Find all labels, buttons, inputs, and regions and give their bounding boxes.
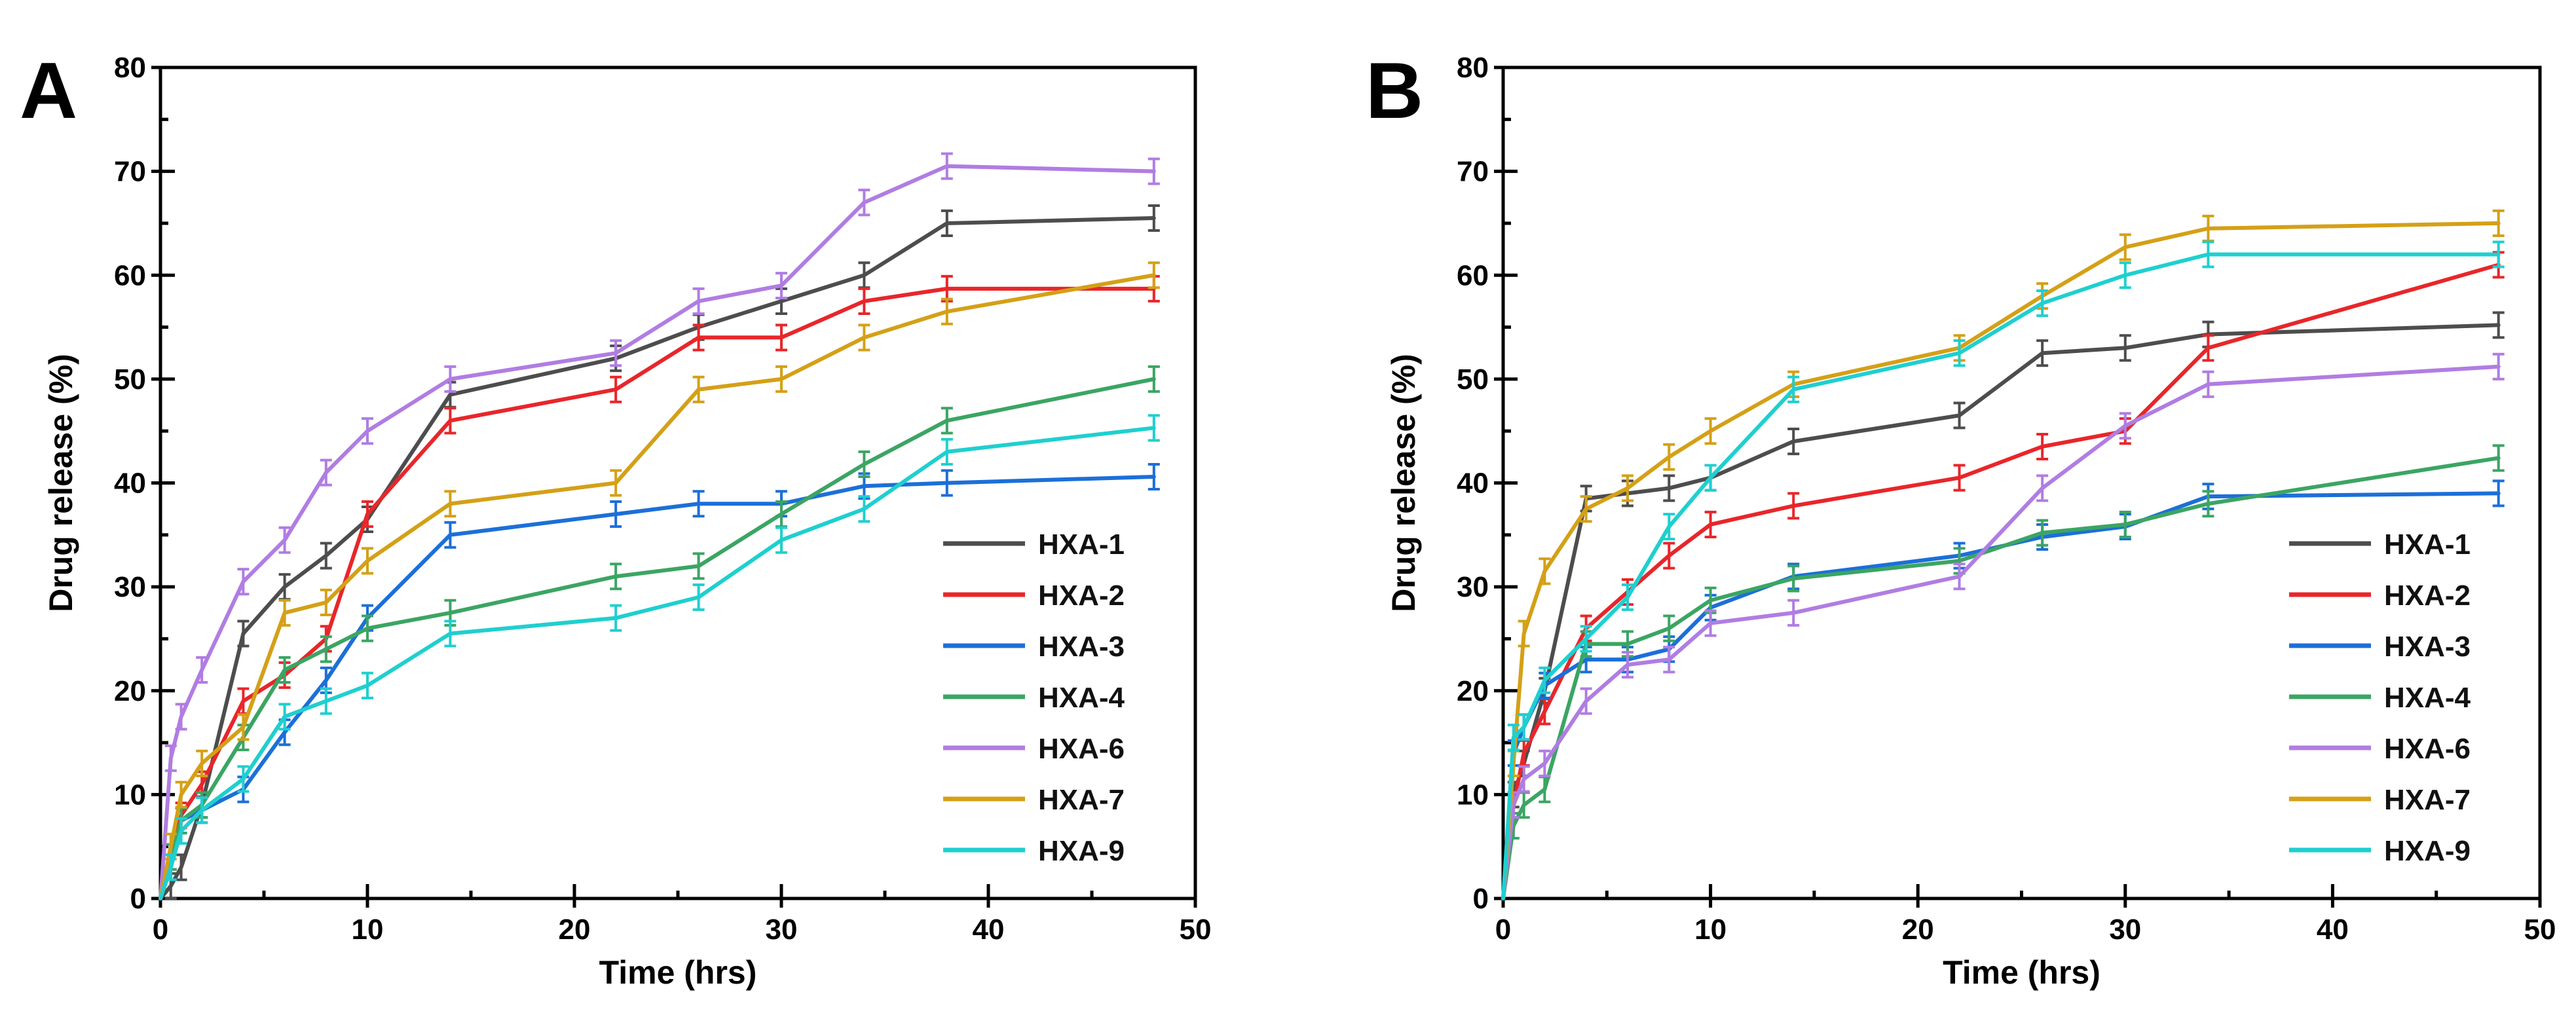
series-hxa-9 [1501, 240, 2505, 900]
legend-label: HXA-1 [2384, 528, 2471, 561]
y-tick-label: 30 [1457, 571, 1489, 603]
y-tick-label: 60 [1457, 259, 1489, 291]
panel-b: B 0 10 20 30 40 50 60 70 80 0 10 20 30 40 50 Time (hrs) D… [1366, 46, 2556, 991]
y-tick-label: 70 [1457, 156, 1489, 188]
series-hxa-9 [159, 414, 1160, 900]
x-tick-label: 30 [766, 914, 798, 946]
series-line [1501, 221, 2501, 900]
x-tick-label: 40 [973, 914, 1005, 946]
plot-frame [159, 65, 1197, 900]
series-hxa-7 [1501, 209, 2505, 900]
series-line [159, 216, 1156, 900]
legend-label: HXA-2 [2384, 580, 2471, 612]
x-tick-label: 20 [1902, 914, 1934, 946]
x-tick-label: 10 [1694, 914, 1727, 946]
x-tick-label: 20 [559, 914, 591, 946]
series-hxa-6 [1501, 352, 2505, 900]
y-tick-label: 20 [1457, 675, 1489, 707]
series-hxa-4 [1501, 444, 2505, 900]
panel-letter: B [1366, 46, 1423, 135]
legend-label: HXA-9 [1038, 835, 1125, 867]
series-line [1501, 263, 2501, 900]
series-hxa-3 [159, 462, 1160, 900]
legend-label: HXA-4 [1038, 682, 1125, 714]
legend-label: HXA-1 [1038, 528, 1125, 561]
y-tick-label: 0 [1473, 883, 1489, 915]
legend-label: HXA-4 [2384, 682, 2471, 714]
panel-letter: A [20, 46, 77, 135]
series-line [159, 273, 1156, 900]
y-tick-label: 10 [1457, 779, 1489, 811]
y-tick-label: 60 [114, 259, 146, 291]
y-axis-title: Drug release (%) [1385, 354, 1422, 612]
panel-a: A 0 10 20 30 40 50 60 70 80 0 10 20 30 40 50 Time (hrs) D… [20, 46, 1211, 991]
legend-label: HXA-7 [2384, 784, 2471, 816]
x-tick-label: 0 [153, 914, 168, 946]
y-tick-label: 20 [114, 675, 146, 707]
x-tick-label: 50 [2524, 914, 2556, 946]
legend-label: HXA-6 [1038, 733, 1125, 765]
x-tick-label: 50 [1180, 914, 1212, 946]
y-tick-label: 40 [114, 468, 146, 500]
y-tick-label: 10 [114, 779, 146, 811]
x-tick-label: 30 [2109, 914, 2141, 946]
y-tick-label: 80 [1457, 52, 1489, 84]
x-tick-label: 10 [352, 914, 384, 946]
x-axis-title: Time (hrs) [1943, 954, 2100, 991]
legend-label: HXA-9 [2384, 835, 2471, 867]
series-line [159, 474, 1156, 900]
y-tick-label: 50 [114, 363, 146, 396]
y-tick-label: 80 [114, 52, 146, 84]
series-line [1501, 252, 2501, 900]
series-hxa-2 [1501, 251, 2505, 900]
series-hxa-6 [159, 152, 1160, 900]
series-hxa-1 [1501, 311, 2505, 900]
y-tick-label: 30 [114, 571, 146, 603]
y-tick-label: 50 [1457, 363, 1489, 396]
series-line [1501, 364, 2501, 900]
series-line [1501, 456, 2501, 900]
x-tick-label: 0 [1495, 914, 1511, 946]
legend-label: HXA-2 [1038, 580, 1125, 612]
series-line [159, 164, 1156, 900]
legend-label: HXA-3 [1038, 631, 1125, 663]
x-axis-title: Time (hrs) [599, 954, 757, 991]
series-line [1501, 323, 2501, 900]
y-tick-label: 70 [114, 156, 146, 188]
series-hxa-7 [159, 261, 1160, 900]
plot-frame [1501, 65, 2542, 900]
legend-label: HXA-6 [2384, 733, 2471, 765]
legend-label: HXA-3 [2384, 631, 2471, 663]
y-tick-label: 40 [1457, 468, 1489, 500]
series-hxa-2 [159, 274, 1160, 900]
x-tick-label: 40 [2317, 914, 2349, 946]
series-hxa-1 [159, 204, 1160, 900]
y-tick-label: 0 [130, 883, 146, 915]
legend-label: HXA-7 [1038, 784, 1125, 816]
series-line [159, 377, 1156, 900]
y-axis-title: Drug release (%) [43, 354, 79, 612]
